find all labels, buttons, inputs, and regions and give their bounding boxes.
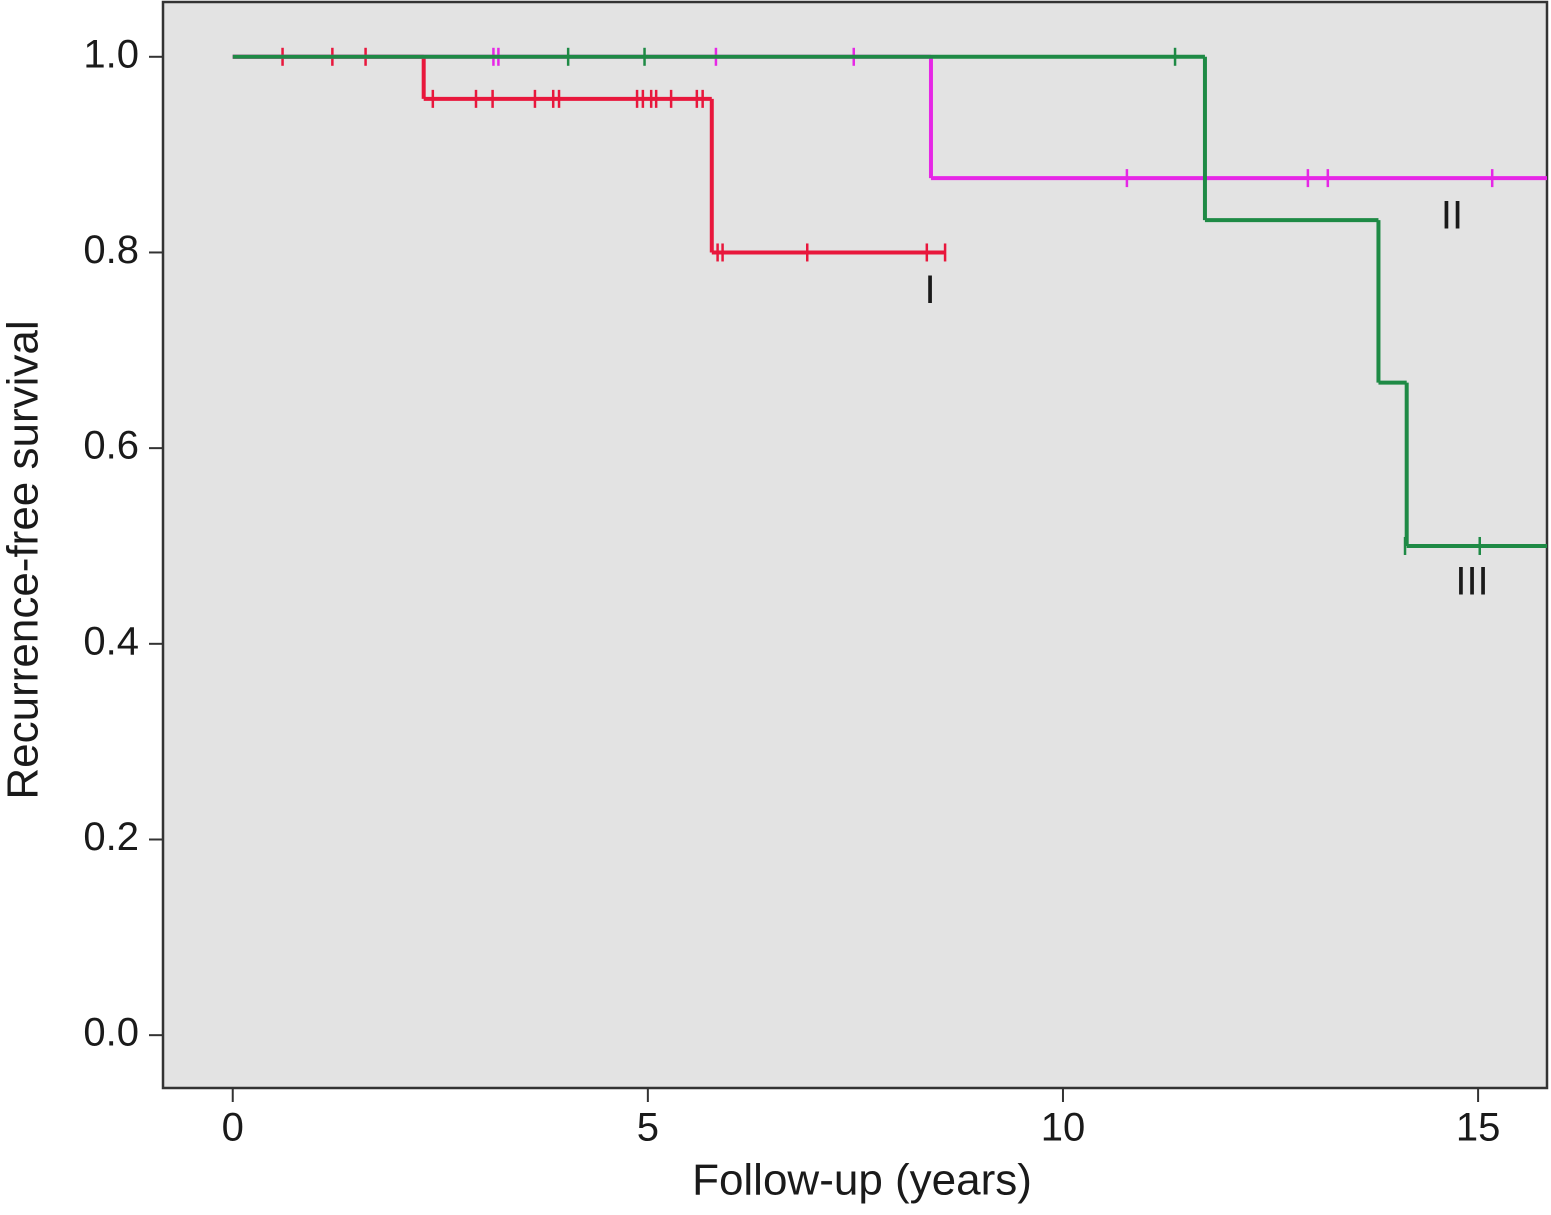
x-tick-label: 15: [1456, 1106, 1501, 1150]
series-label: II: [1441, 194, 1463, 238]
x-tick-label: 10: [1041, 1106, 1086, 1150]
y-tick-label: 1.0: [83, 32, 139, 76]
y-tick-label: 0.4: [83, 619, 139, 663]
series-label: III: [1455, 560, 1488, 604]
y-tick-label: 0.2: [83, 815, 139, 859]
x-tick-label: 0: [222, 1106, 244, 1150]
plot-area: [161, 0, 1549, 1090]
y-tick-label: 0.8: [83, 228, 139, 272]
x-axis-label: Follow-up (years): [692, 1156, 1032, 1205]
y-axis-label: Recurrence-free survival: [0, 320, 48, 799]
x-tick-label: 5: [637, 1106, 659, 1150]
series-label: I: [925, 268, 936, 312]
y-tick-label: 0.6: [83, 424, 139, 468]
y-tick-label: 0.0: [83, 1011, 139, 1055]
